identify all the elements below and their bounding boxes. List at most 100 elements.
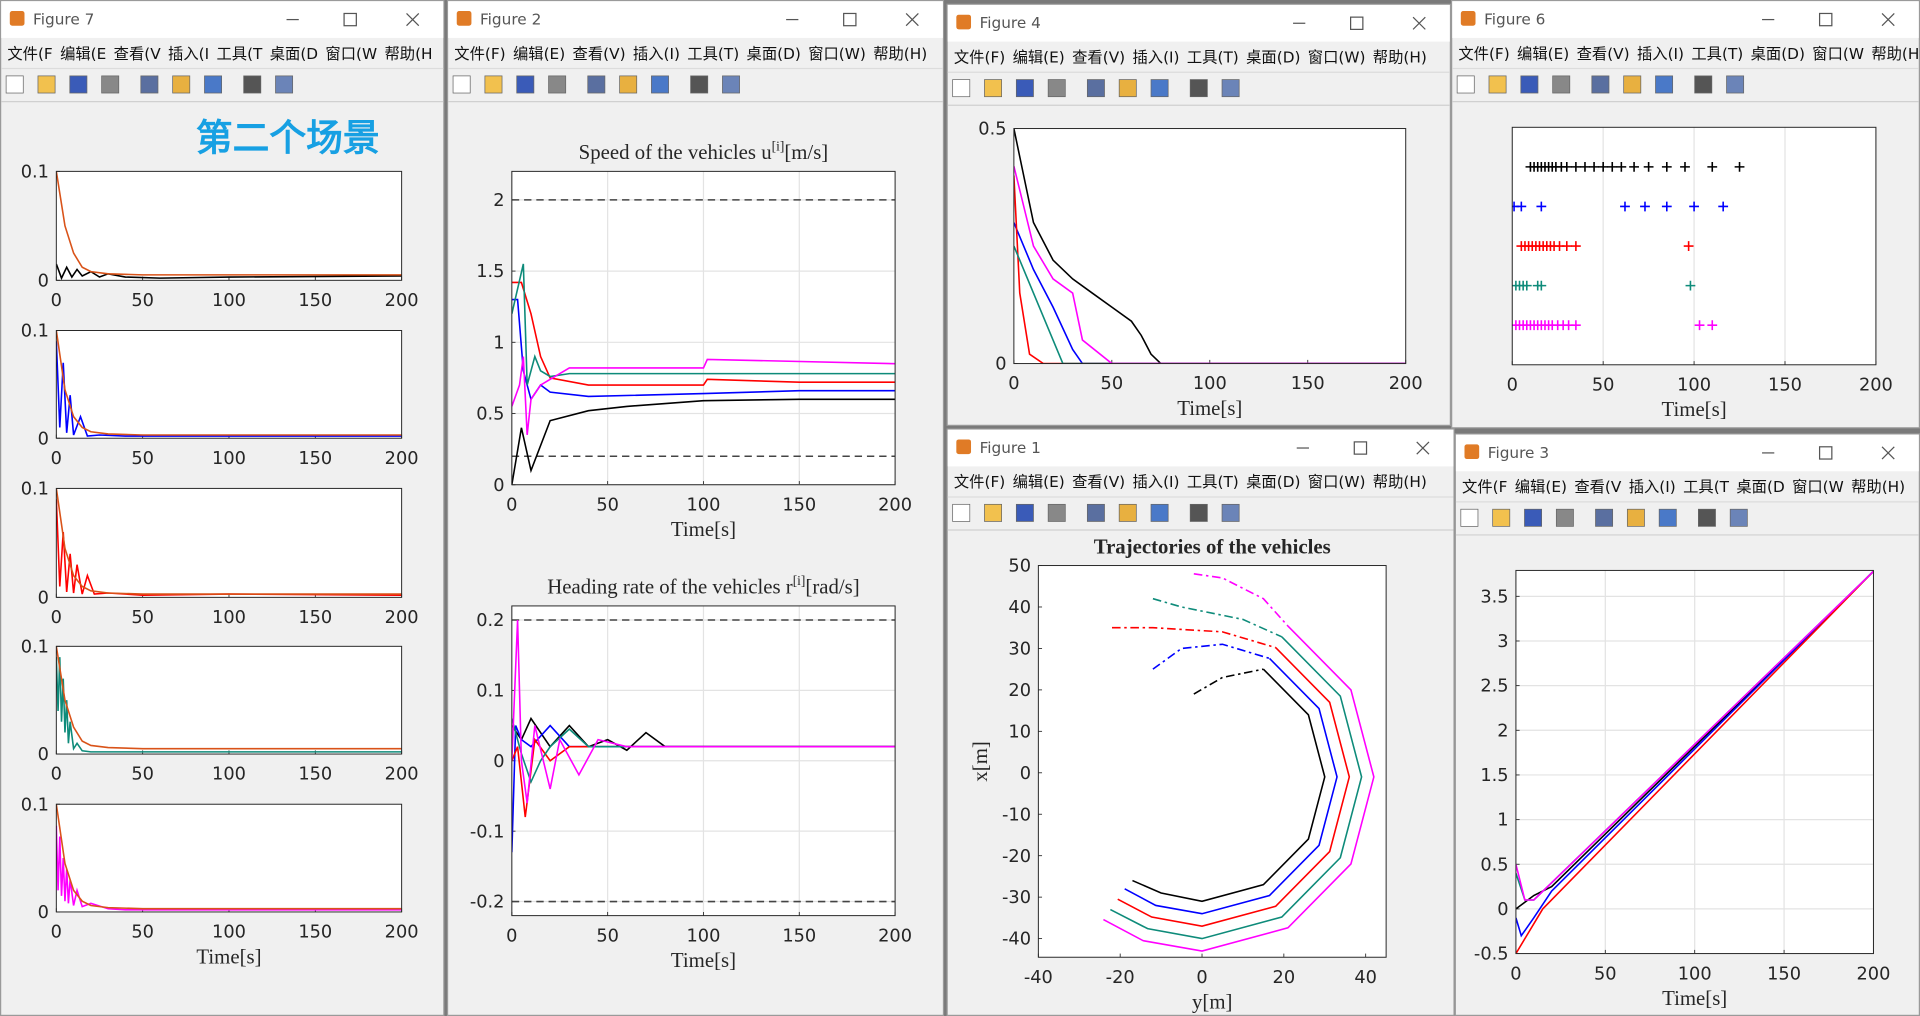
menu-item[interactable]: 文件(F [7,45,52,63]
menu-item[interactable]: 编辑(E [60,45,106,63]
toolbar-button[interactable] [1189,503,1208,522]
close-button[interactable] [1416,441,1430,455]
menu-item[interactable]: 文件(F) [1458,45,1509,63]
toolbar-button[interactable] [516,75,535,94]
menu-item[interactable]: 文件(F [1462,478,1507,496]
close-button[interactable] [1412,16,1426,30]
menu-item[interactable]: 桌面(D) [1246,48,1300,66]
toolbar-button[interactable] [1189,79,1208,98]
menu-item[interactable]: 插入(I) [633,45,680,63]
menu-item[interactable]: 文件(F) [954,48,1005,66]
toolbar-button[interactable] [1524,508,1542,527]
menu-item[interactable]: 窗口(W) [1308,473,1366,491]
toolbar-button[interactable] [1552,75,1571,94]
toolbar-button[interactable] [1015,503,1034,522]
menu-item[interactable]: 桌面(D) [1751,45,1805,63]
close-button[interactable] [905,13,919,27]
toolbar-button[interactable] [101,75,120,94]
toolbar-button[interactable] [619,75,638,94]
maximize-button[interactable] [1818,446,1833,460]
toolbar-button[interactable] [1488,75,1507,94]
toolbar-button[interactable] [952,79,971,98]
toolbar-button[interactable] [1694,75,1713,94]
menu-item[interactable]: 工具(T) [1691,45,1743,63]
menu-item[interactable]: 窗口(W) [808,45,866,63]
menu-item[interactable]: 帮助(H [384,45,432,63]
toolbar-button[interactable] [1655,75,1674,94]
toolbar-button[interactable] [1456,75,1475,94]
menu-item[interactable]: 窗口(W) [1308,48,1366,66]
menu-item[interactable]: 查看(V) [1072,48,1125,66]
menu-item[interactable]: 桌面(D) [747,45,801,63]
toolbar-button[interactable] [984,503,1002,522]
menu-item[interactable]: 文件(F) [454,45,505,63]
menu-item[interactable]: 桌面(D) [1246,473,1300,491]
menu-item[interactable]: 查看(V [114,45,162,63]
menu-item[interactable]: 工具(T) [1187,48,1239,66]
menu-item[interactable]: 查看(V) [1072,473,1125,491]
toolbar-button[interactable] [37,75,56,94]
menu-item[interactable]: 窗口(W [1792,478,1844,496]
toolbar-button[interactable] [452,75,471,94]
toolbar-button[interactable] [651,75,669,94]
toolbar-button[interactable] [1729,508,1748,527]
toolbar-button[interactable] [5,75,24,94]
toolbar-button[interactable] [204,75,222,94]
menu-item[interactable]: 查看(V) [573,45,626,63]
toolbar-button[interactable] [587,75,606,94]
maximize-button[interactable] [1350,16,1364,30]
menu-item[interactable]: 查看(V) [1577,45,1630,63]
toolbar-button[interactable] [140,75,159,94]
toolbar-button[interactable] [1118,79,1137,98]
menu-item[interactable]: 编辑(E) [1515,478,1567,496]
close-button[interactable] [406,13,420,27]
toolbar-button[interactable] [1726,75,1745,94]
toolbar-button[interactable] [952,503,971,522]
menu-item[interactable]: 编辑(E) [513,45,565,63]
toolbar-button[interactable] [1086,79,1105,98]
toolbar-button[interactable] [484,75,503,94]
toolbar-button[interactable] [1015,79,1034,98]
toolbar-button[interactable] [1658,508,1677,527]
menu-item[interactable]: 桌面(D [270,45,318,63]
toolbar-button[interactable] [1591,75,1610,94]
toolbar-button[interactable] [1595,508,1614,527]
menu-item[interactable]: 帮助(H) [873,45,927,63]
maximize-button[interactable] [343,12,357,27]
menu-item[interactable]: 插入(I) [1637,45,1684,63]
menu-item[interactable]: 编辑(E) [1013,473,1065,491]
menu-item[interactable]: 插入(I) [1629,478,1676,496]
close-button[interactable] [1881,446,1895,460]
toolbar-button[interactable] [275,75,294,94]
menu-item[interactable]: 查看(V [1574,478,1622,496]
menu-item[interactable]: 帮助(H) [1373,473,1427,491]
toolbar-button[interactable] [548,75,567,94]
menu-item[interactable]: 帮助(H) [1851,478,1905,496]
toolbar-button[interactable] [1555,508,1574,527]
toolbar-button[interactable] [1623,75,1642,94]
menu-item[interactable]: 窗口(W [1812,45,1864,63]
toolbar-button[interactable] [1150,79,1169,98]
maximize-button[interactable] [1818,12,1833,27]
menu-item[interactable]: 窗口(W [325,45,377,63]
menu-item[interactable]: 文件(F) [954,473,1005,491]
menu-item[interactable]: 工具(T) [687,45,739,63]
toolbar-button[interactable] [1047,503,1066,522]
maximize-button[interactable] [843,12,857,27]
menu-item[interactable]: 工具(T [1683,478,1730,496]
toolbar-button[interactable] [1150,503,1169,522]
menu-item[interactable]: 编辑(E) [1517,45,1569,63]
menu-item[interactable]: 桌面(D [1736,478,1784,496]
menu-item[interactable]: 帮助(H) [1373,48,1427,66]
menu-item[interactable]: 帮助(H [1871,45,1919,63]
toolbar-button[interactable] [1460,508,1479,527]
toolbar-button[interactable] [69,75,88,94]
menu-item[interactable]: 工具(T [216,45,263,63]
toolbar-button[interactable] [1626,508,1645,527]
toolbar-button[interactable] [1698,508,1716,527]
toolbar-button[interactable] [690,75,709,94]
toolbar-button[interactable] [1520,75,1539,94]
maximize-button[interactable] [1353,441,1368,455]
toolbar-button[interactable] [984,79,1002,98]
toolbar-button[interactable] [1047,79,1066,98]
